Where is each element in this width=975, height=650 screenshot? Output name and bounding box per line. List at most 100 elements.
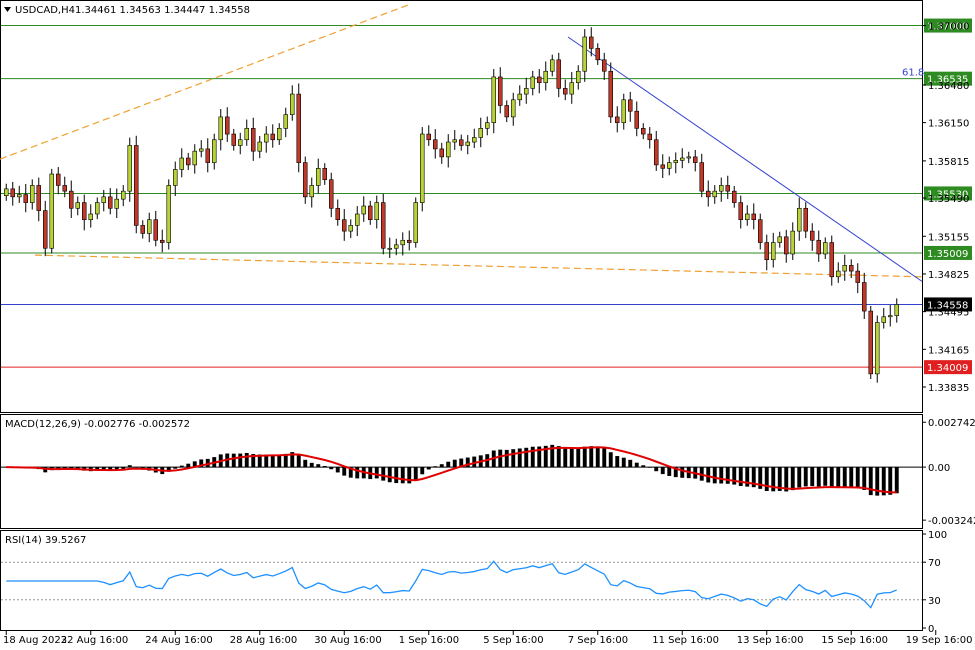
candle-body — [452, 139, 457, 143]
candle-body — [484, 122, 490, 129]
candle-body — [757, 219, 763, 243]
candle-body — [627, 99, 633, 112]
candle-body — [263, 133, 269, 143]
macd-histogram-bar — [764, 467, 769, 491]
candle-body — [881, 316, 886, 323]
ohlc-readout: 1.34461 1.34563 1.34447 1.34558 — [75, 5, 250, 16]
macd-histogram-bar — [121, 467, 126, 469]
candle-body — [458, 139, 464, 146]
candle-body — [225, 116, 230, 135]
collapse-triangle-icon[interactable] — [4, 7, 11, 12]
macd-histogram-bar — [881, 467, 886, 496]
macd-histogram-bar — [660, 467, 665, 475]
macd-histogram-bar — [777, 467, 782, 491]
macd-histogram-bar — [504, 449, 509, 468]
candle-body — [478, 128, 483, 138]
macd-histogram-bar — [771, 467, 776, 492]
candle-body — [36, 185, 41, 211]
macd-histogram-bar — [62, 467, 67, 469]
macd-histogram-bar — [283, 453, 288, 468]
candle-body — [575, 70, 581, 83]
macd-histogram-bar — [803, 467, 808, 487]
candle-body — [640, 128, 646, 135]
price-tick-label: 1.34825 — [928, 270, 969, 281]
macd-histogram-bar — [244, 452, 249, 468]
candle-body — [861, 282, 867, 312]
candle-body — [393, 244, 399, 249]
candle-body — [322, 168, 327, 181]
macd-histogram-bar — [634, 462, 639, 468]
rsi-line — [6, 560, 897, 609]
candle-body — [653, 139, 659, 166]
candle-body — [829, 242, 834, 278]
candle-body — [309, 185, 314, 198]
candle-body — [855, 270, 860, 283]
macd-histogram-bar — [537, 446, 542, 468]
rsi-panel[interactable] — [0, 530, 923, 631]
macd-histogram-bar — [589, 446, 594, 468]
price-tick-label: 1.34495 — [928, 308, 969, 319]
macd-histogram-bar — [426, 467, 431, 470]
macd-panel[interactable] — [0, 414, 923, 529]
level-price-badge — [924, 186, 972, 201]
candle-body — [361, 205, 366, 215]
price-tick-label: 1.34165 — [928, 345, 969, 356]
macd-histogram-bar — [654, 467, 659, 472]
macd-histogram-bar — [849, 467, 854, 488]
macd-histogram-bar — [816, 467, 821, 487]
macd-histogram-bar — [231, 453, 236, 468]
rising-trendline — [0, 4, 409, 160]
candle-body — [134, 145, 139, 226]
level-price-badge — [924, 18, 972, 33]
level-price-label: 1.35009 — [927, 249, 968, 260]
candle-body — [127, 145, 133, 192]
candle-body — [62, 185, 67, 192]
macd-histogram-bar — [108, 467, 113, 471]
level-price-badge — [924, 360, 972, 375]
candle-body — [705, 190, 711, 198]
candle-body — [173, 169, 178, 186]
time-tick-label: 24 Aug 16:00 — [145, 635, 212, 646]
candle-body — [380, 202, 386, 249]
candle-body — [42, 210, 48, 249]
candle-body — [140, 225, 146, 234]
candle-body — [679, 157, 685, 161]
macd-histogram-bar — [582, 446, 587, 468]
macd-histogram-bar — [114, 467, 119, 470]
candle-body — [251, 128, 256, 152]
macd-histogram-bar — [719, 467, 724, 484]
macd-histogram-bar — [758, 467, 763, 489]
macd-histogram-bar — [264, 454, 269, 468]
candle-body — [231, 133, 237, 146]
candle-body — [439, 148, 444, 158]
candle-body — [270, 133, 275, 141]
candle-body — [101, 196, 107, 203]
macd-histogram-bar — [127, 465, 132, 468]
macd-histogram-bar — [667, 467, 672, 476]
macd-histogram-bar — [888, 467, 893, 495]
candle-body — [894, 304, 899, 316]
macd-signal-line — [6, 446, 897, 494]
macd-histogram-bar — [875, 467, 880, 496]
macd-histogram-bar — [342, 467, 347, 476]
macd-histogram-bar — [316, 464, 321, 468]
macd-histogram-bar — [784, 467, 789, 492]
candle-body — [523, 88, 529, 95]
candle-body — [244, 128, 250, 141]
rsi-title: RSI(14) 39.5267 — [5, 535, 86, 546]
macd-histogram-bar — [556, 446, 561, 468]
candle-body — [419, 133, 425, 203]
candle-body — [88, 213, 94, 221]
candle-body — [153, 219, 159, 241]
macd-histogram-bar — [842, 467, 847, 488]
candle-body — [731, 190, 737, 203]
macd-histogram-bar — [855, 467, 860, 488]
price-panel[interactable] — [0, 0, 923, 413]
candle-body — [887, 315, 893, 318]
level-price-badge — [924, 245, 972, 260]
macd-histogram-bar — [602, 448, 607, 468]
candle-body — [367, 205, 373, 221]
candle-body — [874, 322, 880, 375]
